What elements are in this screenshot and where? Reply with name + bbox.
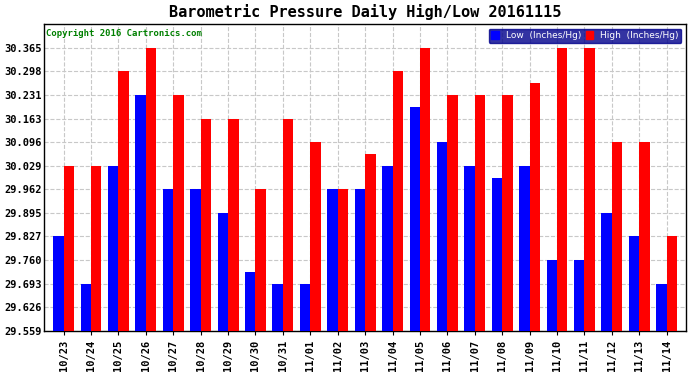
Bar <box>502 94 513 330</box>
Bar <box>283 118 293 330</box>
Bar <box>228 118 239 330</box>
Bar <box>639 142 650 330</box>
Bar <box>557 48 567 330</box>
Bar <box>602 213 612 330</box>
Bar <box>190 189 201 330</box>
Bar <box>437 142 447 330</box>
Bar <box>447 94 457 330</box>
Bar <box>273 284 283 330</box>
Bar <box>574 260 584 330</box>
Bar <box>464 166 475 330</box>
Bar <box>146 48 156 330</box>
Bar <box>355 189 365 330</box>
Bar <box>173 94 184 330</box>
Bar <box>519 166 530 330</box>
Bar <box>530 83 540 330</box>
Bar <box>245 272 255 330</box>
Bar <box>108 166 119 330</box>
Bar <box>327 189 337 330</box>
Bar <box>119 71 129 330</box>
Bar <box>629 237 639 330</box>
Bar <box>163 189 173 330</box>
Bar <box>382 166 393 330</box>
Bar <box>410 106 420 330</box>
Bar <box>63 166 74 330</box>
Bar <box>217 213 228 330</box>
Bar <box>255 189 266 330</box>
Bar <box>667 237 677 330</box>
Bar <box>546 260 557 330</box>
Bar <box>475 94 485 330</box>
Bar <box>420 48 431 330</box>
Bar <box>135 94 146 330</box>
Legend: Low  (Inches/Hg), High  (Inches/Hg): Low (Inches/Hg), High (Inches/Hg) <box>489 28 681 43</box>
Bar <box>584 48 595 330</box>
Bar <box>365 154 375 330</box>
Bar <box>300 284 310 330</box>
Bar <box>81 284 91 330</box>
Text: Copyright 2016 Cartronics.com: Copyright 2016 Cartronics.com <box>46 29 201 38</box>
Bar <box>492 177 502 330</box>
Bar <box>337 189 348 330</box>
Bar <box>612 142 622 330</box>
Title: Barometric Pressure Daily High/Low 20161115: Barometric Pressure Daily High/Low 20161… <box>169 4 562 20</box>
Bar <box>656 284 667 330</box>
Bar <box>91 166 101 330</box>
Bar <box>201 118 211 330</box>
Bar <box>393 71 403 330</box>
Bar <box>310 142 321 330</box>
Bar <box>53 237 63 330</box>
